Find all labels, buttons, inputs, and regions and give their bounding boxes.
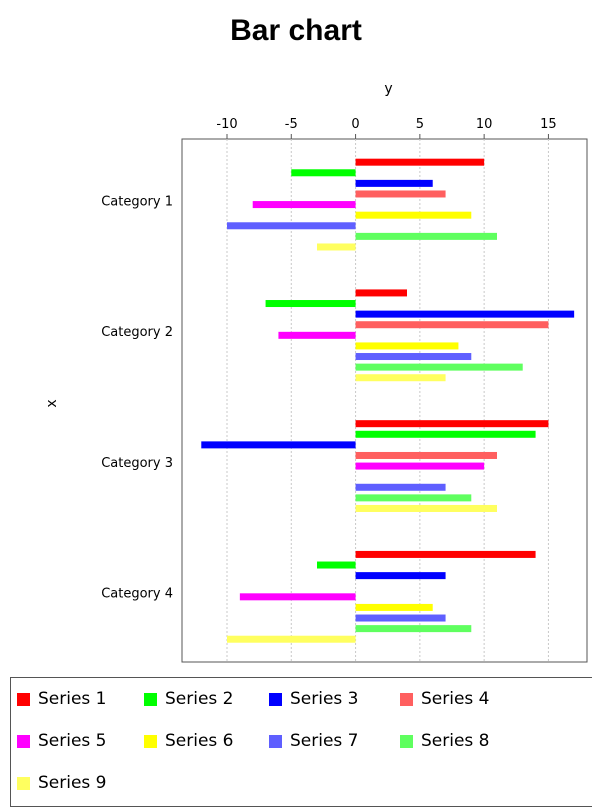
bar: [252, 201, 356, 209]
bar: [355, 353, 472, 361]
legend-swatch: [400, 692, 413, 706]
category-axis-title: x: [44, 399, 60, 407]
bar: [355, 462, 485, 470]
legend-swatch: [269, 734, 282, 748]
bar: [355, 494, 472, 502]
legend-label: Series 3: [290, 689, 359, 709]
bar: [355, 310, 575, 318]
category-axis-labels: Category 1 Category 2 Category 3 Category 4: [101, 194, 173, 601]
category-label: Category 4: [101, 587, 173, 602]
bar: [355, 430, 536, 438]
chart-title: Bar chart: [230, 14, 362, 47]
bar: [355, 625, 472, 633]
bar: [317, 243, 356, 251]
bar: [355, 211, 472, 219]
bar: [278, 331, 356, 339]
bar: [355, 342, 459, 350]
legend-label: Series 9: [38, 773, 107, 793]
category-label: Category 2: [101, 325, 173, 340]
bar: [317, 561, 356, 569]
bar: [355, 158, 485, 166]
legend-label: Series 1: [38, 689, 107, 709]
tick-label: 10: [476, 117, 493, 132]
legend: Series 1 Series 2 Series 3 Series 4 Series 5…: [10, 677, 592, 807]
tick-label: 0: [351, 117, 359, 132]
value-axis-title: y: [384, 81, 392, 97]
legend-swatch: [144, 692, 157, 706]
bar: [355, 614, 446, 622]
bar: [355, 550, 536, 558]
legend-label: Series 6: [165, 731, 234, 751]
legend-swatch: [400, 734, 413, 748]
value-axis-ticks: -10 -5 0 5 10 15: [216, 117, 557, 139]
legend-item: Series 1: [17, 687, 107, 711]
bars: [201, 158, 575, 643]
tick-label: -10: [216, 117, 237, 132]
legend-swatch: [17, 692, 30, 706]
bar: [291, 169, 356, 177]
legend-label: Series 2: [165, 689, 234, 709]
bar: [355, 374, 446, 382]
category-label: Category 3: [101, 456, 173, 471]
bar: [355, 504, 497, 512]
legend-item: Series 4: [400, 687, 490, 711]
bar: [355, 483, 446, 491]
grid-lines: [226, 139, 549, 662]
bar: [355, 179, 433, 187]
bar: [265, 300, 356, 308]
tick-label: 15: [540, 117, 557, 132]
bar: [227, 222, 356, 230]
bar: [355, 572, 446, 580]
legend-label: Series 4: [421, 689, 490, 709]
legend-label: Series 7: [290, 731, 359, 751]
bar: [227, 635, 356, 643]
legend-item: Series 8: [400, 729, 490, 753]
tick-label: 5: [416, 117, 424, 132]
bar: [355, 451, 497, 459]
bar: [355, 363, 523, 371]
legend-item: Series 7: [269, 729, 359, 753]
legend-label: Series 5: [38, 731, 107, 751]
legend-item: Series 6: [144, 729, 234, 753]
bar: [355, 289, 407, 297]
bar: [355, 603, 433, 611]
category-label: Category 1: [101, 194, 173, 209]
legend-swatch: [144, 734, 157, 748]
bar: [355, 420, 549, 428]
legend-swatch: [269, 692, 282, 706]
bar: [355, 232, 497, 240]
legend-item: Series 3: [269, 687, 359, 711]
legend-item: Series 2: [144, 687, 234, 711]
tick-label: -5: [285, 117, 298, 132]
legend-swatch: [17, 734, 30, 748]
bar: [239, 593, 356, 601]
legend-swatch: [17, 776, 30, 790]
bar: [201, 441, 356, 449]
legend-item: Series 5: [17, 729, 107, 753]
bar: [355, 321, 549, 329]
bar: [355, 190, 446, 198]
legend-label: Series 8: [421, 731, 490, 751]
legend-item: Series 9: [17, 771, 107, 795]
